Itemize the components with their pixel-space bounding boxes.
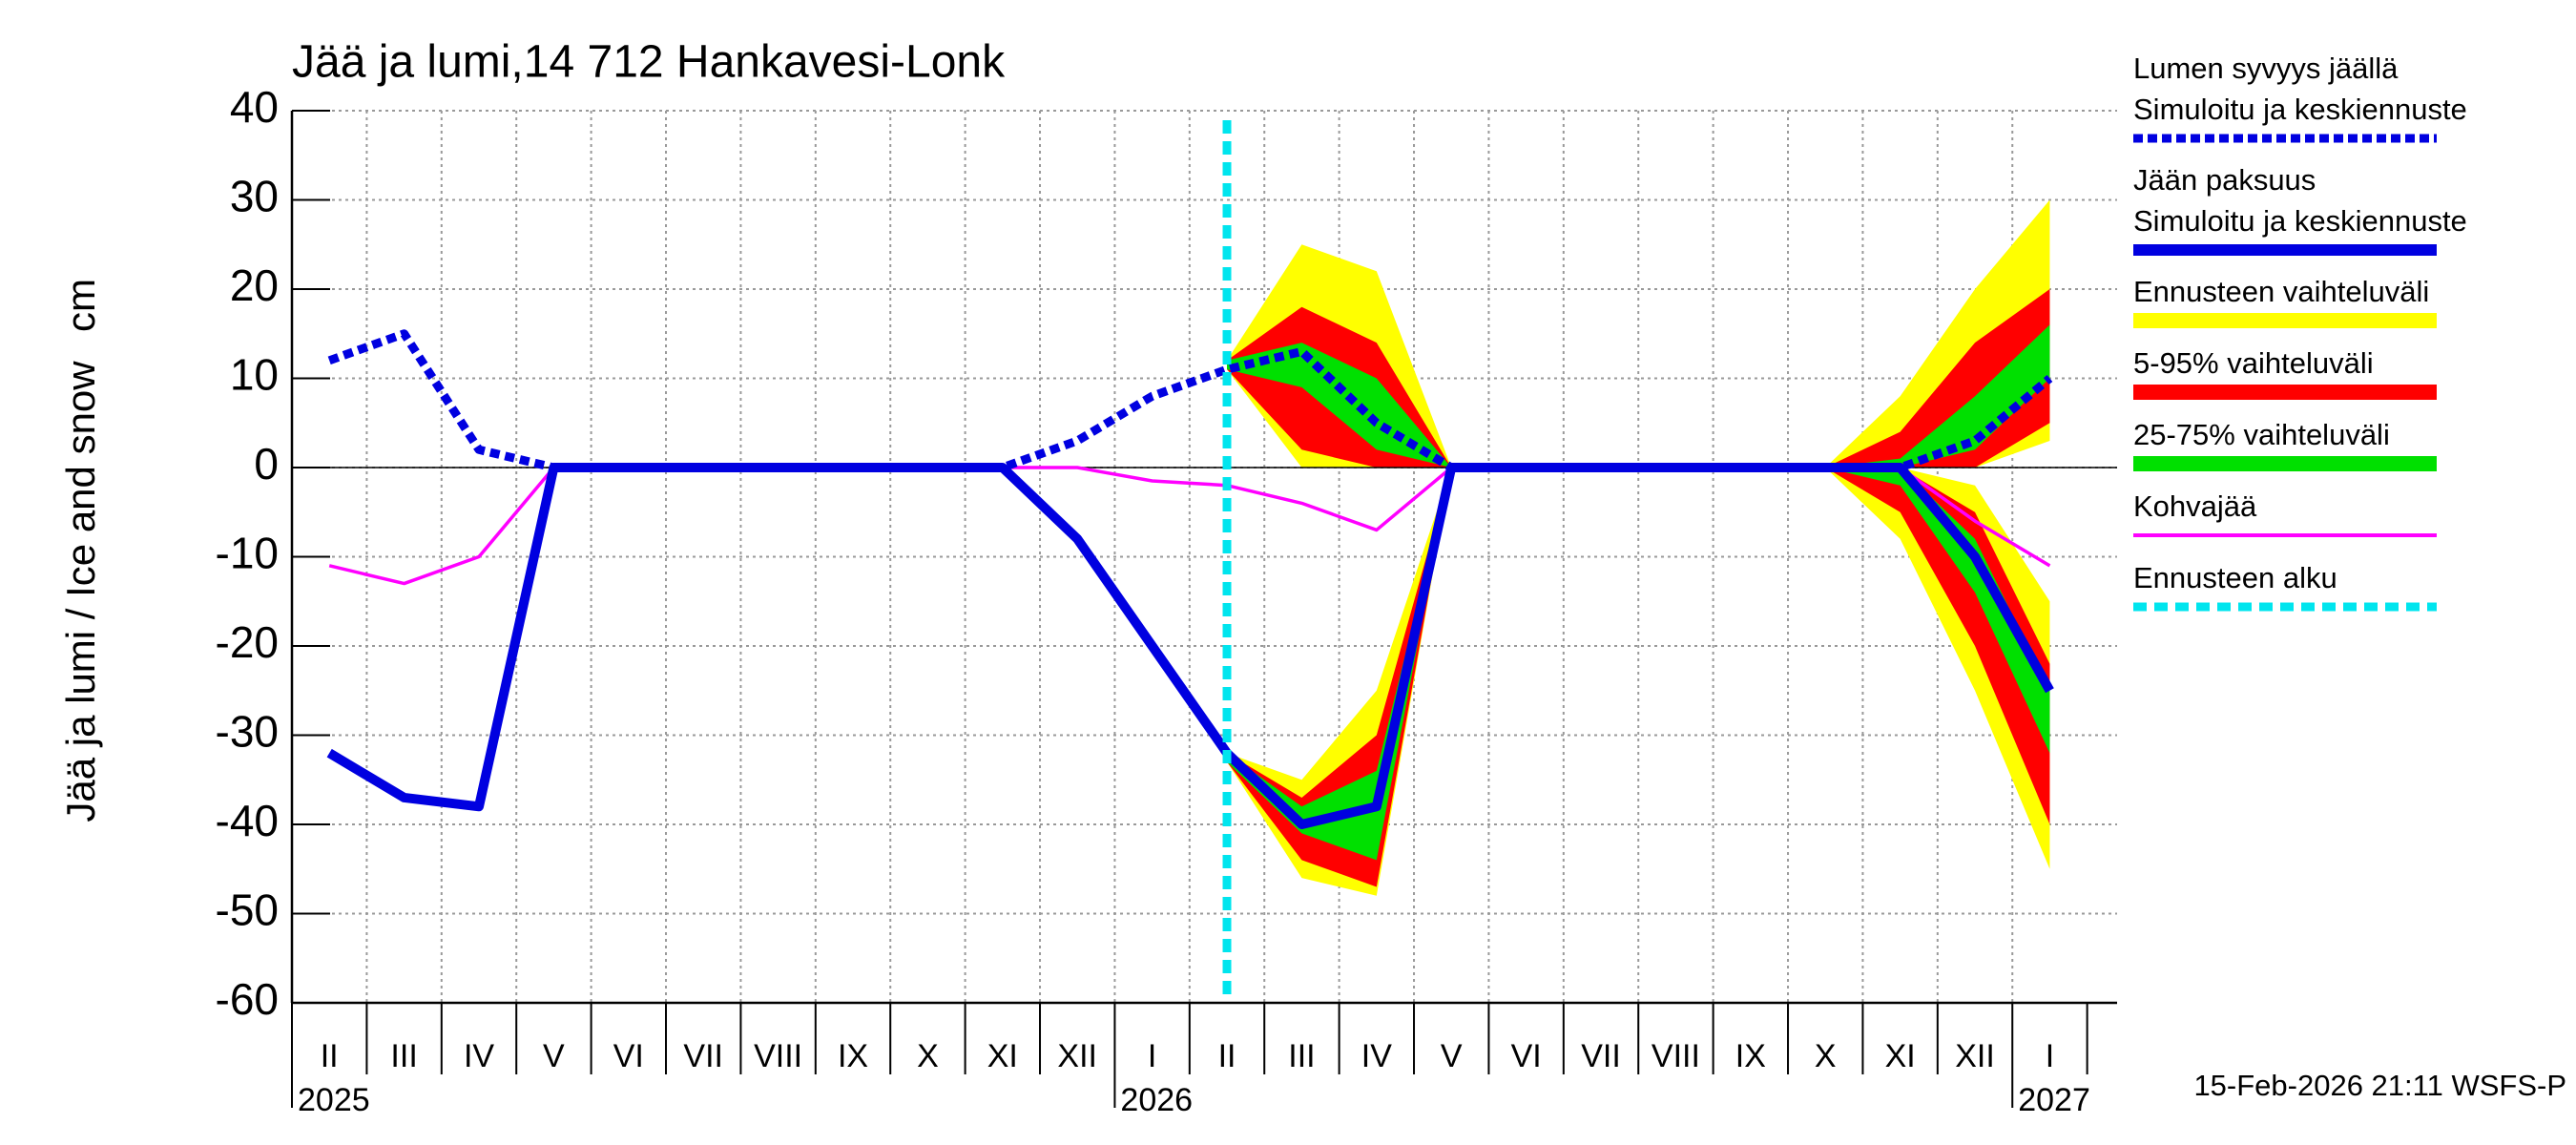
x-tick-label: VI	[1511, 1038, 1542, 1074]
legend-label: 5-95% vaihteluväli	[2133, 346, 2374, 380]
legend-label: 25-75% vaihteluväli	[2133, 418, 2390, 451]
x-tick-label: XII	[1955, 1038, 1995, 1074]
y-axis-label: Jää ja lumi / Ice and snow	[58, 361, 103, 822]
x-tick-label: III	[1288, 1038, 1315, 1074]
y-tick-label: -40	[216, 796, 279, 845]
x-tick-label: IV	[464, 1038, 494, 1074]
year-label: 2025	[298, 1082, 370, 1118]
x-tick-label: XII	[1057, 1038, 1097, 1074]
y-tick-label: -50	[216, 885, 279, 935]
legend-label: Ennusteen alku	[2133, 561, 2337, 594]
legend-label: Lumen syvyys jäällä	[2133, 52, 2399, 85]
x-tick-label: XI	[987, 1038, 1018, 1074]
x-tick-label: XI	[1885, 1038, 1916, 1074]
y-tick-label: -30	[216, 707, 279, 757]
y-tick-label: 20	[230, 260, 279, 310]
y-tick-label: -20	[216, 617, 279, 667]
y-tick-label: 0	[254, 439, 279, 489]
forecast-band	[1227, 468, 2050, 896]
y-tick-label: -10	[216, 529, 279, 578]
x-tick-label: III	[390, 1038, 417, 1074]
x-tick-label: X	[917, 1038, 939, 1074]
x-tick-label: IV	[1361, 1038, 1392, 1074]
x-tick-label: V	[543, 1038, 565, 1074]
legend-label: Simuloitu ja keskiennuste	[2133, 93, 2467, 126]
x-tick-label: IX	[838, 1038, 868, 1074]
x-tick-label: VIII	[754, 1038, 802, 1074]
legend-label: Kohvajää	[2133, 489, 2257, 523]
x-tick-label: VII	[683, 1038, 723, 1074]
x-tick-label: VII	[1581, 1038, 1621, 1074]
x-tick-label: VI	[613, 1038, 644, 1074]
x-tick-label: I	[1148, 1038, 1156, 1074]
x-tick-label: II	[1218, 1038, 1236, 1074]
x-tick-label: I	[2046, 1038, 2054, 1074]
x-tick-label: X	[1815, 1038, 1837, 1074]
legend-label: Ennusteen vaihteluväli	[2133, 275, 2429, 308]
y-tick-label: 10	[230, 350, 279, 400]
x-tick-label: IX	[1735, 1038, 1766, 1074]
chart-title: Jää ja lumi,14 712 Hankavesi-Lonk	[292, 37, 1006, 88]
x-tick-label: V	[1441, 1038, 1463, 1074]
x-tick-label: VIII	[1652, 1038, 1700, 1074]
y-tick-label: 30	[230, 172, 279, 221]
legend-label: Simuloitu ja keskiennuste	[2133, 204, 2467, 238]
year-label: 2026	[1120, 1082, 1193, 1118]
year-label: 2027	[2018, 1082, 2090, 1118]
series-line	[326, 463, 2054, 829]
y-tick-label: 40	[230, 82, 279, 132]
x-tick-label: II	[321, 1038, 339, 1074]
footer: 15-Feb-2026 21:11 WSFS-P	[2193, 1069, 2566, 1102]
y-axis-unit: cm	[58, 279, 103, 332]
legend-label: Jään paksuus	[2133, 163, 2316, 197]
y-tick-label: -60	[216, 974, 279, 1024]
